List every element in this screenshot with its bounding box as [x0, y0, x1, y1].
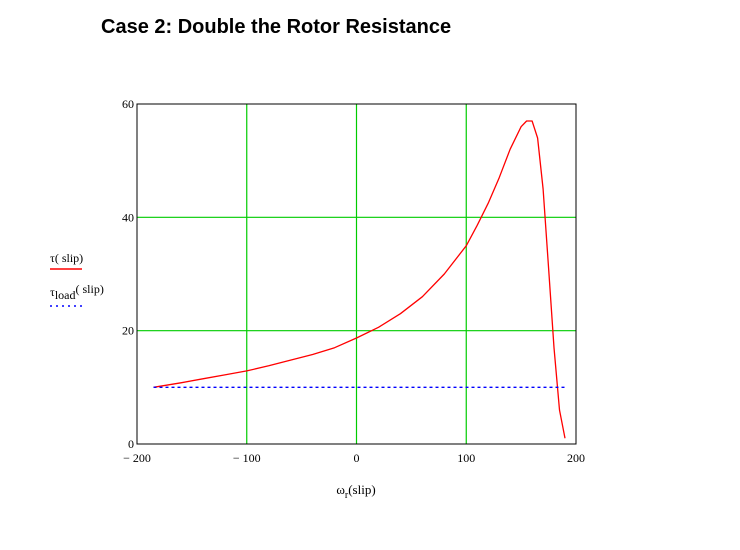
- legend-label-tau: τ( slip): [50, 251, 83, 265]
- x-tick-label: − 100: [233, 451, 261, 465]
- page-title: Case 2: Double the Rotor Resistance: [101, 16, 452, 38]
- legend-label-tau-load: τload( slip): [50, 282, 104, 302]
- y-tick-label: 40: [122, 210, 134, 224]
- x-tick-label: 100: [457, 451, 475, 465]
- y-tick-label: 20: [122, 324, 134, 338]
- legend-label-tau-load-args: ( slip): [76, 282, 104, 296]
- x-axis-label-subscript: r: [345, 490, 349, 501]
- legend-label-tau-load-symbol: τ: [50, 285, 55, 299]
- x-tick-label: 200: [567, 451, 585, 465]
- y-tick-labels: 0 20 40 60: [122, 97, 134, 451]
- x-axis-label-symbol: ω: [336, 482, 345, 497]
- x-tick-labels: − 200 − 100 0 100 200: [123, 451, 585, 465]
- x-axis-label: ωr(slip): [336, 482, 375, 501]
- y-tick-label: 0: [128, 437, 134, 451]
- x-tick-label: − 200: [123, 451, 151, 465]
- x-tick-label: 0: [354, 451, 360, 465]
- series-group: [153, 120, 566, 439]
- plot-frame: [136, 103, 577, 445]
- x-axis-label-args: (slip): [348, 482, 375, 497]
- legend-label-tau-load-subscript: load: [55, 288, 76, 302]
- series-line-tau: [153, 120, 566, 439]
- legend: τ( slip) τload( slip): [50, 251, 104, 307]
- grid: [137, 104, 576, 444]
- y-tick-label: 60: [122, 97, 134, 111]
